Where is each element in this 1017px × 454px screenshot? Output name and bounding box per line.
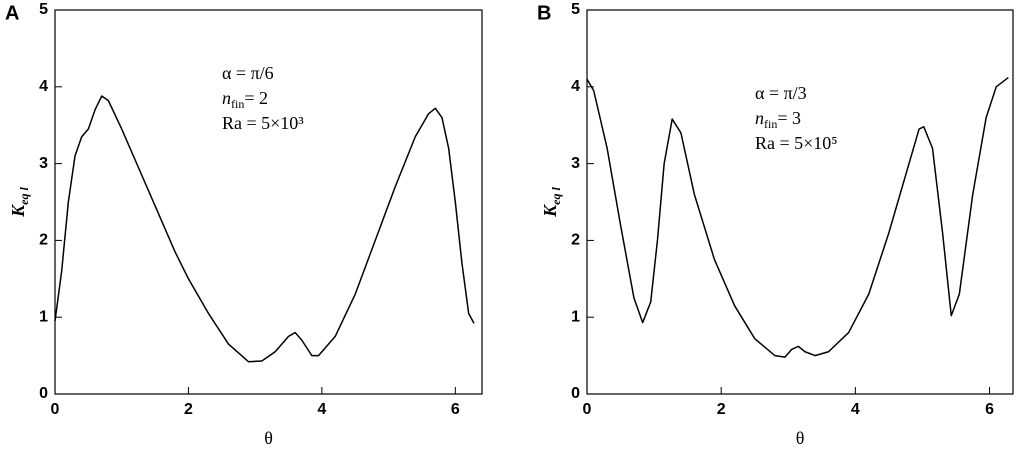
plot-frame [54,9,483,395]
x-tick-label: 2 [717,401,726,418]
annotation: α = π/6 [222,63,274,83]
x-tick-label: 6 [451,401,460,418]
annotation-rest: = 3 [777,108,801,128]
y-tick-label: 3 [39,155,48,172]
y-tick-label: 3 [571,155,580,172]
y-axis-label: Keq l [8,187,31,218]
y-tick-label: 4 [571,78,580,95]
y-axis-label-main: K [8,203,28,218]
y-tick-label: 5 [39,1,48,18]
panel-label: B [537,2,551,24]
annotation-main: n [755,108,764,128]
annotation: Ra = 5×10⁵ [755,133,838,153]
annotation: nfin= 3 [755,108,801,131]
data-line [586,76,1009,358]
annotation: nfin= 2 [222,88,268,111]
x-tick-label: 6 [985,401,994,418]
data-line [54,95,475,363]
y-tick-label: 2 [39,232,48,249]
annotation-rest: = 2 [244,88,268,108]
y-axis-label-main: K [540,203,560,218]
x-tick-label: 2 [184,401,193,418]
y-tick-label: 0 [571,385,580,402]
panel-label: A [5,2,19,24]
x-axis-label: θ [796,428,805,448]
y-axis-label-sub: eq l [17,187,31,205]
plot-frame [586,9,1014,395]
annotation-sub: fin [764,117,777,131]
y-tick-label: 1 [571,308,580,325]
y-tick-label: 2 [571,232,580,249]
y-tick-label: 0 [39,385,48,402]
y-tick-label: 1 [39,308,48,325]
x-tick-label: 0 [583,401,592,418]
y-axis-label: Keq l [540,187,563,218]
x-tick-label: 0 [51,401,60,418]
y-tick-label: 5 [571,1,580,18]
annotation: Ra = 5×10³ [222,113,304,133]
x-tick-label: 4 [317,401,326,418]
x-axis-label: θ [264,428,273,448]
annotation: α = π/3 [755,83,807,103]
y-tick-label: 4 [39,78,48,95]
annotation-main: n [222,88,231,108]
x-tick-label: 4 [851,401,860,418]
annotation-sub: fin [231,97,244,111]
y-axis-label-sub: eq l [549,187,563,205]
